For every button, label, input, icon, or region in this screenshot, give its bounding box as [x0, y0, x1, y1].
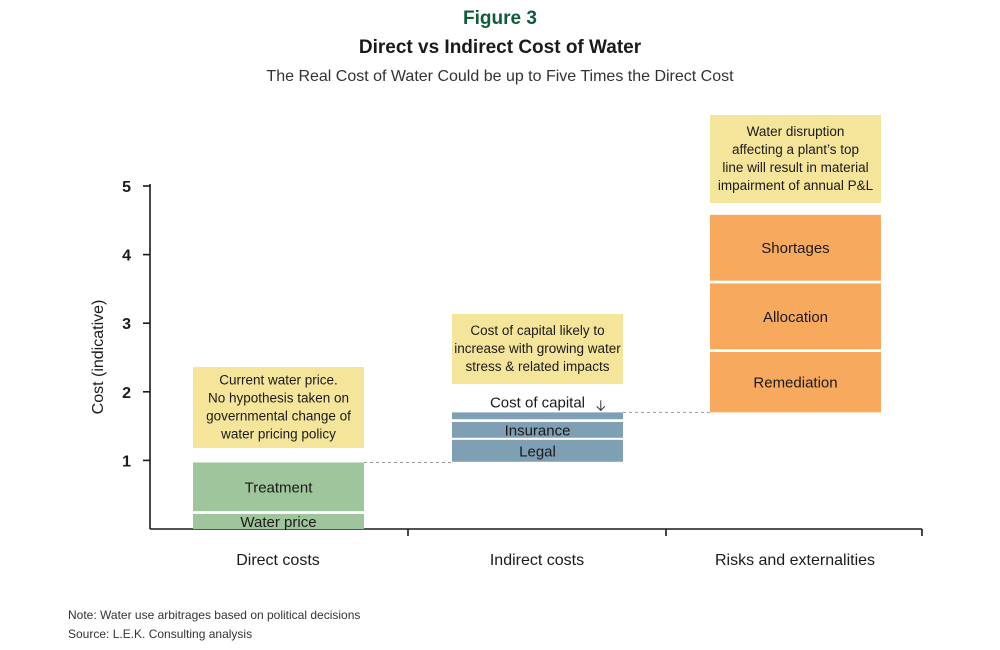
callout-box-direct-costs	[193, 367, 364, 448]
callout-text-indirect-costs-1: increase with growing water	[454, 341, 621, 356]
bar-segment-insurance	[452, 421, 623, 438]
chart-subtitle: The Real Cost of Water Could be up to Fi…	[266, 68, 734, 85]
callout-text-indirect-costs-0: Cost of capital likely to	[470, 323, 604, 338]
callout-box-risks-and-externalities	[710, 115, 881, 203]
bar-label-insurance: Insurance	[505, 422, 571, 439]
bar-segment-water-price	[193, 513, 364, 529]
y-tick-label-5: 5	[122, 179, 131, 196]
callout-text-direct-costs-2: governmental change of	[206, 409, 351, 424]
callout-text-direct-costs-3: water pricing policy	[220, 427, 336, 442]
callout-text-indirect-costs-2: stress & related impacts	[465, 359, 609, 374]
bar-label-remediation: Remediation	[753, 375, 837, 392]
callout-text-direct-costs-0: Current water price.	[219, 373, 338, 388]
bar-segment-allocation	[710, 283, 881, 350]
bar-segment-shortages	[710, 214, 881, 281]
y-tick-label-4: 4	[122, 248, 131, 265]
chart-title: Direct vs Indirect Cost of Water	[358, 37, 642, 58]
callout-box-indirect-costs	[452, 314, 623, 384]
callout-text-risks-and-externalities-2: line will result in material	[722, 160, 868, 175]
bar-segment-cost-of-capital	[452, 412, 623, 420]
y-tick-label-2: 2	[122, 385, 131, 402]
bar-label-shortages: Shortages	[761, 240, 829, 257]
y-tick-label-3: 3	[122, 316, 131, 333]
footnotes: Note: Water use arbitrages based on poli…	[68, 606, 360, 644]
y-axis-label: Cost (indicative)	[90, 300, 107, 415]
callout-text-risks-and-externalities-1: affecting a plant’s top	[732, 142, 859, 157]
callout-text-risks-and-externalities-0: Water disruption	[747, 124, 845, 139]
callout-text-risks-and-externalities-3: impairment of annual P&L	[718, 178, 874, 193]
bar-label-allocation: Allocation	[763, 309, 828, 326]
figure-label: Figure 3	[463, 8, 537, 29]
note-text: Note: Water use arbitrages based on poli…	[68, 608, 361, 622]
bar-label-legal: Legal	[519, 443, 556, 460]
category-label-indirect-costs: Indirect costs	[490, 552, 584, 569]
y-tick-label-1: 1	[122, 453, 131, 470]
callout-text-direct-costs-1: No hypothesis taken on	[208, 391, 349, 406]
bar-label-treatment: Treatment	[245, 479, 314, 496]
cost-of-capital-arrow-icon	[596, 400, 606, 412]
bar-segment-treatment	[193, 462, 364, 512]
bar-label-cost-of-capital: Cost of capital	[490, 394, 585, 411]
category-label-risks-and-externalities: Risks and externalities	[715, 552, 875, 569]
bar-segment-legal	[452, 439, 623, 462]
source-text: Source: L.E.K. Consulting analysis	[68, 627, 253, 641]
bar-label-water-price: Water price	[240, 514, 316, 531]
category-label-direct-costs: Direct costs	[236, 552, 320, 569]
bar-segment-remediation	[710, 352, 881, 413]
